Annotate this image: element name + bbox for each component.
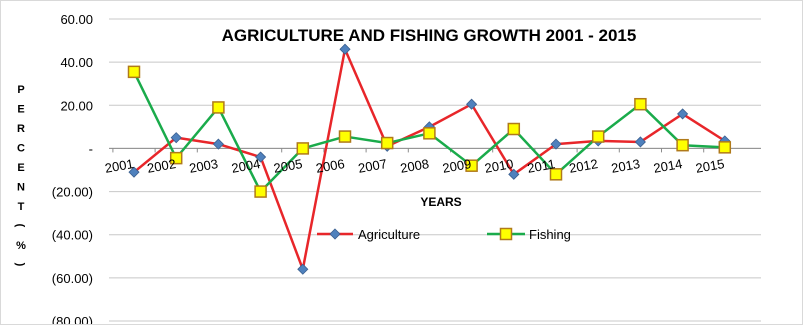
y-label-char: ( (14, 224, 26, 228)
x-tick-label: 2003 (188, 156, 219, 176)
y-tick-label: (40.00) (52, 228, 93, 243)
data-point (466, 98, 478, 110)
data-point (380, 136, 394, 150)
data-point (212, 101, 225, 114)
y-tick-label: 60.00 (60, 12, 93, 27)
y-label-char: ) (14, 263, 26, 267)
x-tick-label: 2004 (230, 156, 261, 176)
y-axis-ticks: 60.00 40.00 20.00 - (20.00) (40.00) (60.00) (80… (52, 12, 93, 324)
x-tick-label: 2008 (399, 156, 430, 176)
data-point (634, 136, 646, 148)
data-point (634, 97, 647, 111)
data-point (339, 43, 351, 55)
data-point (507, 122, 521, 136)
data-point (255, 151, 267, 163)
data-point (127, 65, 141, 79)
data-point (465, 159, 478, 172)
y-label-char: E (17, 104, 24, 116)
y-label-char: T (18, 201, 25, 213)
x-axis-ticks: 2001 2002 2003 2004 2005 2006 2007 2008 2009 2010… (104, 156, 726, 176)
y-label-char: N (17, 182, 25, 194)
x-tick-label: 2014 (652, 156, 683, 176)
x-tick-label: 2015 (694, 156, 725, 176)
legend-item-fishing: Fishing (487, 227, 571, 242)
data-point (676, 138, 689, 152)
series-fishing (127, 65, 732, 198)
x-tick-label: 2009 (441, 156, 472, 176)
y-label-char: % (16, 240, 26, 252)
legend: Agriculture Fishing (317, 227, 571, 242)
y-label-char: R (17, 123, 25, 135)
legend-marker (329, 228, 341, 240)
legend-label: Agriculture (358, 227, 420, 242)
x-tick-label: 2012 (568, 156, 599, 176)
chart-title: AGRICULTURE AND FISHING GROWTH 2001 - 20… (222, 26, 637, 45)
data-point (549, 168, 563, 181)
data-point (297, 263, 309, 275)
x-tick-label: 2010 (483, 156, 514, 176)
y-label-char: C (17, 143, 25, 155)
data-point (170, 132, 182, 144)
series-lines (127, 43, 732, 275)
data-point (212, 138, 224, 150)
data-point (254, 185, 267, 198)
x-axis-label: YEARS (420, 195, 461, 209)
legend-marker (499, 227, 513, 241)
x-tick-label: 2002 (146, 156, 177, 176)
data-point (423, 127, 436, 140)
y-label-char: P (17, 84, 24, 96)
y-tick-label: 40.00 (60, 55, 93, 70)
data-point (338, 130, 352, 143)
data-point (718, 141, 732, 154)
x-axis-line (109, 147, 761, 153)
data-point (128, 166, 140, 178)
y-tick-label: (60.00) (52, 271, 93, 286)
x-tick-label: 2007 (357, 156, 388, 176)
y-tick-label: - (89, 141, 93, 156)
x-tick-label: 2013 (610, 156, 641, 176)
x-tick-label: 2011 (526, 156, 556, 176)
y-tick-label: (80.00) (52, 314, 93, 324)
data-point (508, 168, 520, 180)
data-point (550, 138, 562, 150)
data-point (296, 142, 310, 155)
data-point (677, 108, 689, 120)
y-label-char: E (17, 162, 24, 174)
legend-item-agriculture: Agriculture (317, 227, 420, 242)
y-tick-label: 20.00 (60, 98, 93, 113)
y-tick-label: (20.00) (52, 185, 93, 200)
x-tick-label: 2005 (272, 156, 303, 176)
x-tick-label: 2006 (315, 156, 346, 176)
data-point (591, 130, 605, 143)
series-agriculture (128, 43, 731, 275)
x-tick-label: 2001 (104, 156, 135, 176)
data-point (169, 151, 183, 165)
legend-label: Fishing (529, 227, 571, 242)
